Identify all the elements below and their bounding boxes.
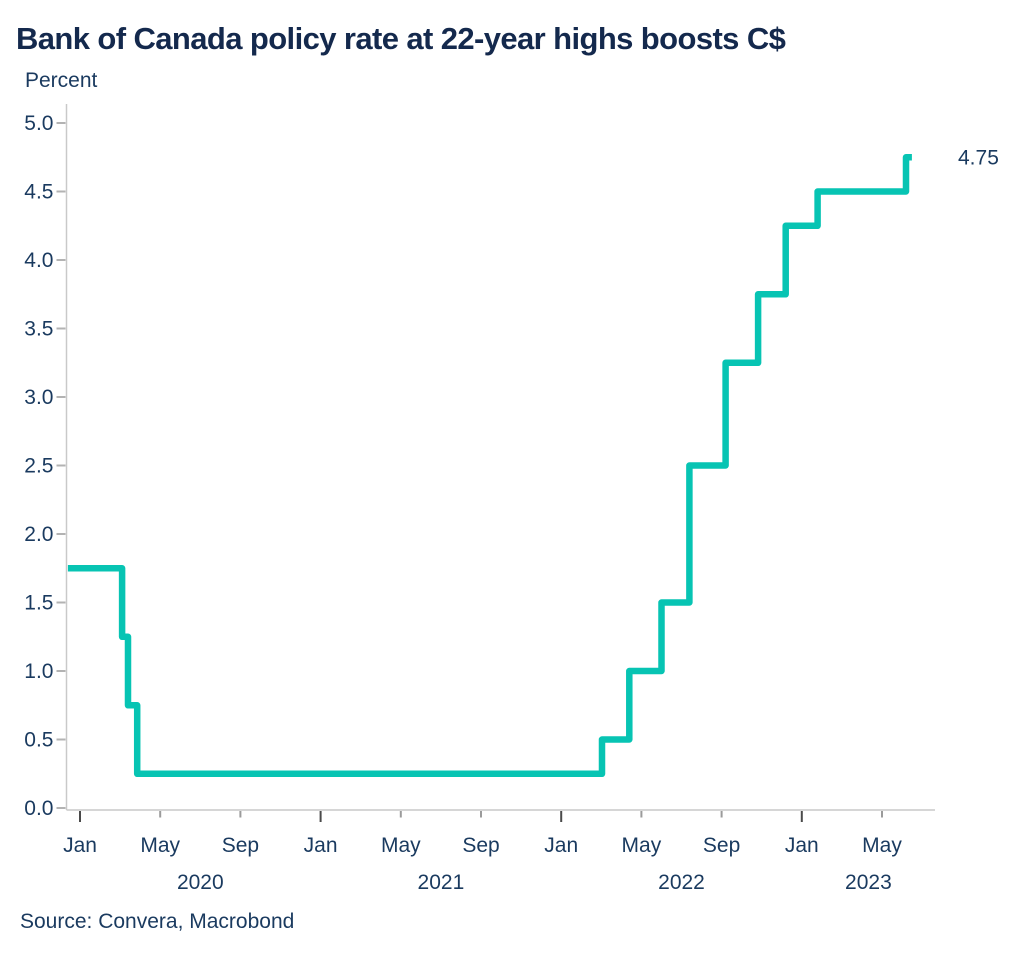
y-axis-unit-label: Percent xyxy=(25,69,98,92)
x-axis-month-label: Jan xyxy=(304,834,338,857)
y-axis-tick-label: 2.5 xyxy=(24,455,53,478)
x-axis-month-label: Sep xyxy=(703,834,740,857)
y-axis-tick-label: 2.0 xyxy=(24,523,53,546)
x-axis-month-label: Sep xyxy=(462,834,499,857)
end-value-label: 4.75 xyxy=(958,146,999,169)
x-axis-month-label: May xyxy=(622,834,662,857)
y-axis-tick-label: 3.0 xyxy=(24,386,53,409)
y-axis-tick-label: 1.5 xyxy=(24,592,53,615)
y-axis-tick-label: 1.0 xyxy=(24,660,53,683)
x-axis-month-label: May xyxy=(140,834,180,857)
x-axis-month-label: May xyxy=(381,834,421,857)
x-axis-month-label: Jan xyxy=(63,834,97,857)
source-attribution: Source: Convera, Macrobond xyxy=(20,910,295,933)
x-axis-month-label: Jan xyxy=(544,834,578,857)
x-axis-month-label: Jan xyxy=(785,834,819,857)
y-axis-tick-label: 4.0 xyxy=(24,249,53,272)
x-axis-month-label: May xyxy=(862,834,902,857)
x-axis-year-label: 2022 xyxy=(658,871,705,894)
y-axis-tick-label: 0.5 xyxy=(24,729,53,752)
x-axis-month-label: Sep xyxy=(222,834,259,857)
chart-title: Bank of Canada policy rate at 22-year hi… xyxy=(16,21,786,56)
x-axis-year-label: 2021 xyxy=(418,871,465,894)
x-axis-year-label: 2020 xyxy=(177,871,224,894)
policy-rate-line xyxy=(67,154,912,778)
y-axis-tick-label: 5.0 xyxy=(24,112,53,135)
y-axis-tick-label: 3.5 xyxy=(24,318,53,341)
x-axis-year-label: 2023 xyxy=(845,871,892,894)
y-axis-tick-label: 4.5 xyxy=(24,181,53,204)
y-axis-tick-label: 0.0 xyxy=(24,797,53,820)
